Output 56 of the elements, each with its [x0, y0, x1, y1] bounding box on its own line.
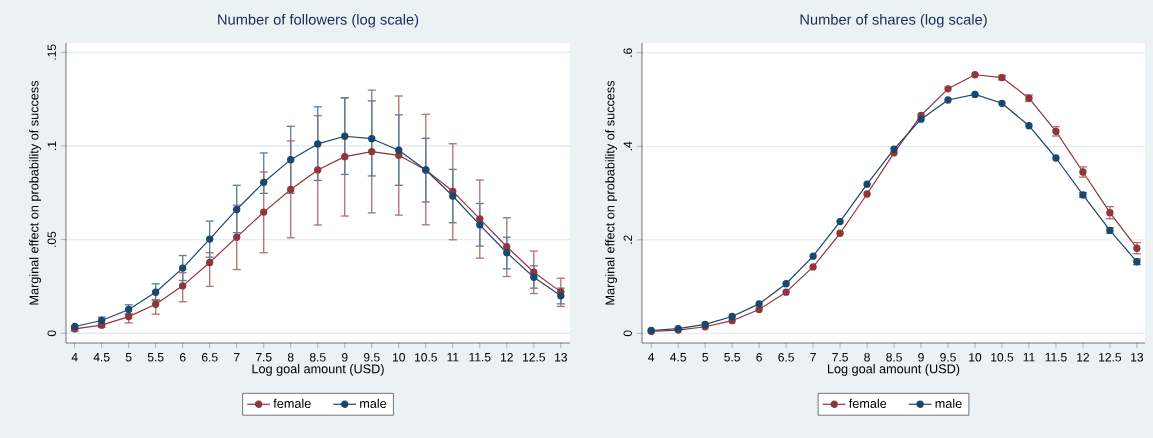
x-tick-label: 13: [555, 353, 567, 362]
x-tick-label: 12.5: [1099, 353, 1122, 362]
x-tick-label: 4.5: [670, 353, 686, 362]
chart-title: Number of followers (log scale): [218, 13, 419, 28]
x-tick-label: 9.5: [363, 353, 380, 362]
y-tick-label: .1: [47, 141, 56, 150]
x-tick-label: 10: [969, 353, 982, 362]
x-tick-label: 5.5: [147, 353, 164, 362]
chart-title: Number of shares (log scale): [800, 13, 987, 28]
x-tick-label: 4: [71, 353, 78, 362]
x-tick-label: 6.5: [201, 353, 218, 362]
x-tick-label: 11.5: [469, 353, 491, 362]
legend-label: male: [935, 398, 962, 408]
y-tick-label: 0: [623, 330, 632, 337]
x-tick-label: 5: [125, 353, 132, 362]
x-tick-label: 7: [233, 353, 240, 362]
legend-label: female: [848, 398, 887, 408]
x-tick-label: 11: [1023, 353, 1035, 362]
x-tick-label: 8.5: [886, 353, 902, 362]
x-tick-label: 12: [501, 353, 513, 362]
x-tick-label: 10.5: [415, 353, 437, 362]
x-tick-label: 7: [810, 353, 816, 362]
y-tick-label: .15: [47, 44, 56, 60]
x-axis-title: Log goal amount (USD): [828, 364, 960, 376]
x-tick-label: 8: [287, 353, 294, 362]
y-tick-label: .4: [623, 141, 632, 151]
x-tick-label: 12: [1077, 353, 1089, 362]
x-tick-label: 9: [341, 353, 348, 362]
x-tick-label: 8: [864, 353, 870, 362]
x-tick-label: 11: [447, 353, 459, 362]
y-tick-label: .6: [623, 48, 632, 57]
x-axis-title: Log goal amount (USD): [252, 364, 384, 376]
x-tick-label: 7.5: [832, 353, 848, 362]
x-tick-label: 5: [702, 353, 708, 362]
legend-label: male: [360, 398, 387, 408]
x-tick-label: 5.5: [724, 353, 740, 362]
x-tick-label: 9: [918, 353, 924, 362]
x-tick-label: 6: [179, 353, 186, 362]
y-tick-label: .2: [623, 235, 632, 244]
x-tick-label: 6.5: [778, 353, 794, 362]
x-tick-label: 4: [648, 353, 655, 362]
x-tick-label: 8.5: [309, 353, 326, 362]
x-tick-label: 10.5: [991, 353, 1014, 362]
x-tick-label: 12.5: [523, 353, 545, 362]
x-tick-label: 9.5: [940, 353, 956, 362]
x-tick-label: 7.5: [255, 353, 272, 362]
y-axis-title: Marginal effect on probability of success: [605, 80, 617, 305]
y-tick-label: 0: [47, 330, 56, 337]
x-tick-label: 13: [1131, 353, 1144, 362]
legend-label: female: [273, 398, 311, 408]
x-tick-label: 10: [393, 353, 405, 362]
x-tick-label: 11.5: [1045, 353, 1067, 362]
x-tick-label: 4.5: [93, 353, 110, 362]
x-tick-label: 6: [756, 353, 762, 362]
y-tick-label: .05: [47, 231, 56, 247]
y-axis-title: Marginal effect on probability of success: [29, 80, 41, 305]
